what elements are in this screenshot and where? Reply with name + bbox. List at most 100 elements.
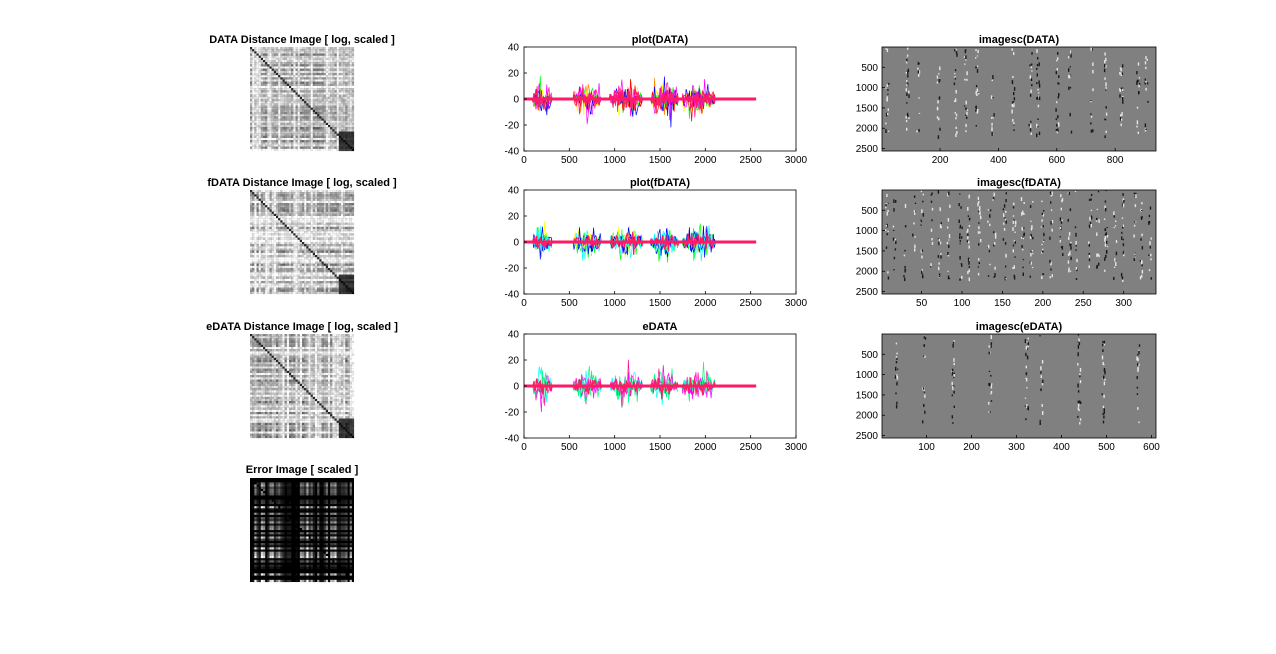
dist-data-cell bbox=[284, 86, 287, 89]
dist-fdata-cell bbox=[265, 265, 268, 269]
dist-fdata-cell bbox=[284, 213, 287, 217]
dist-fdata-cell bbox=[299, 192, 303, 195]
dist-data-cell bbox=[291, 75, 294, 78]
dist-fdata-cell bbox=[343, 218, 346, 221]
dist-data-cell bbox=[349, 138, 352, 141]
dist-fdata-cell bbox=[310, 224, 313, 227]
dist-data-cell bbox=[332, 83, 335, 87]
dist-fdata-cell bbox=[341, 233, 344, 236]
dist-fdata-cell bbox=[315, 203, 318, 206]
dist-data-cell bbox=[341, 118, 344, 121]
dist-data-cell bbox=[304, 49, 307, 52]
dist-data-cell bbox=[289, 131, 292, 134]
dist-data-cell bbox=[291, 86, 294, 89]
dist-edata-cell bbox=[293, 342, 296, 345]
dist-data-cell bbox=[341, 68, 344, 71]
dist-fdata-cell bbox=[252, 194, 255, 197]
dist-data-cell bbox=[341, 57, 344, 61]
dist-fdata-cell bbox=[306, 285, 309, 288]
dist-fdata-cell bbox=[328, 233, 331, 236]
dist-fdata-cell bbox=[323, 261, 326, 264]
dist-data-cell bbox=[312, 148, 316, 152]
dist-fdata-cell bbox=[319, 283, 322, 286]
dist-data-cell bbox=[315, 47, 318, 50]
dist-fdata-cell bbox=[330, 278, 333, 282]
dist-fdata-cell bbox=[260, 263, 264, 266]
dist-data-cell bbox=[260, 125, 264, 128]
dist-data-cell bbox=[328, 57, 331, 61]
dist-fdata-cell bbox=[252, 259, 255, 262]
dist-fdata-cell bbox=[328, 261, 331, 264]
dist-data-cell bbox=[271, 133, 274, 136]
dist-fdata-cell bbox=[351, 244, 355, 247]
dist-fdata-cell bbox=[302, 287, 305, 290]
dist-fdata-cell bbox=[265, 252, 268, 256]
dist-fdata-cell bbox=[336, 229, 339, 232]
dist-fdata-cell bbox=[343, 259, 346, 262]
dist-fdata-cell bbox=[282, 272, 285, 275]
dist-data-cell bbox=[278, 64, 281, 67]
dist-fdata-cell bbox=[325, 242, 329, 245]
dist-data-cell bbox=[269, 118, 272, 121]
dist-data-cell bbox=[341, 120, 344, 123]
dist-data-cell bbox=[319, 120, 322, 123]
dist-fdata-cell bbox=[306, 224, 309, 227]
dist-data-cell bbox=[282, 135, 285, 139]
dist-fdata-cell bbox=[265, 237, 268, 240]
dist-fdata-cell bbox=[269, 268, 272, 271]
dist-data-cell bbox=[319, 129, 322, 132]
dist-fdata-cell bbox=[317, 200, 320, 204]
dist-data-cell bbox=[273, 116, 277, 119]
dist-data-cell bbox=[278, 57, 281, 61]
dist-data-cell bbox=[349, 66, 352, 69]
dist-fdata-cell bbox=[343, 220, 346, 223]
dist-fdata-cell bbox=[286, 261, 290, 264]
dist-data-cell bbox=[252, 109, 255, 113]
dist-fdata-cell bbox=[282, 265, 285, 269]
dist-data-cell bbox=[345, 138, 348, 141]
dist-data-cell bbox=[336, 109, 339, 113]
dist-data-cell bbox=[317, 70, 320, 74]
dist-fdata-cell bbox=[341, 200, 344, 204]
dist-fdata-cell bbox=[325, 244, 329, 247]
dist-data-cell bbox=[323, 122, 326, 126]
dist-fdata-cell bbox=[293, 216, 296, 219]
dist-fdata-cell bbox=[310, 226, 313, 230]
dist-fdata-cell bbox=[258, 250, 261, 253]
dist-fdata-cell bbox=[295, 289, 298, 292]
dist-fdata-cell bbox=[317, 205, 320, 208]
dist-data-cell bbox=[315, 125, 318, 128]
dist-data-cell bbox=[319, 92, 322, 95]
dist-fdata-cell bbox=[254, 226, 257, 230]
dist-fdata-cell bbox=[291, 257, 294, 260]
dist-data-cell bbox=[319, 103, 322, 106]
dist-edata-cell bbox=[271, 336, 274, 339]
dist-fdata-cell bbox=[310, 192, 313, 195]
dist-data-cell bbox=[254, 60, 257, 63]
dist-fdata-cell bbox=[295, 263, 298, 266]
dist-data-cell bbox=[351, 75, 355, 78]
dist-data-cell bbox=[263, 62, 266, 65]
dist-fdata-cell bbox=[263, 268, 266, 271]
dist-fdata-cell bbox=[338, 250, 342, 253]
dist-fdata-cell bbox=[325, 272, 329, 275]
dist-data-cell bbox=[278, 109, 281, 113]
dist-data-cell bbox=[260, 83, 264, 87]
dist-fdata-cell bbox=[282, 268, 285, 271]
dist-data-cell bbox=[325, 127, 329, 130]
dist-data-cell bbox=[325, 125, 329, 128]
dist-edata-cell bbox=[256, 344, 259, 348]
dist-fdata-cell bbox=[319, 200, 322, 204]
dist-data-cell bbox=[256, 99, 259, 102]
dist-data-cell bbox=[325, 94, 329, 97]
dist-data-cell bbox=[343, 73, 346, 76]
dist-edata-cell bbox=[254, 336, 257, 339]
dist-data-cell bbox=[286, 81, 290, 84]
dist-fdata-cell bbox=[334, 287, 337, 290]
dist-fdata-cell bbox=[267, 194, 270, 197]
dist-fdata-cell bbox=[289, 252, 292, 256]
dist-fdata-cell bbox=[317, 255, 320, 258]
dist-data-cell bbox=[260, 86, 264, 89]
dist-fdata-cell bbox=[250, 213, 253, 217]
dist-edata-cell bbox=[263, 340, 266, 343]
